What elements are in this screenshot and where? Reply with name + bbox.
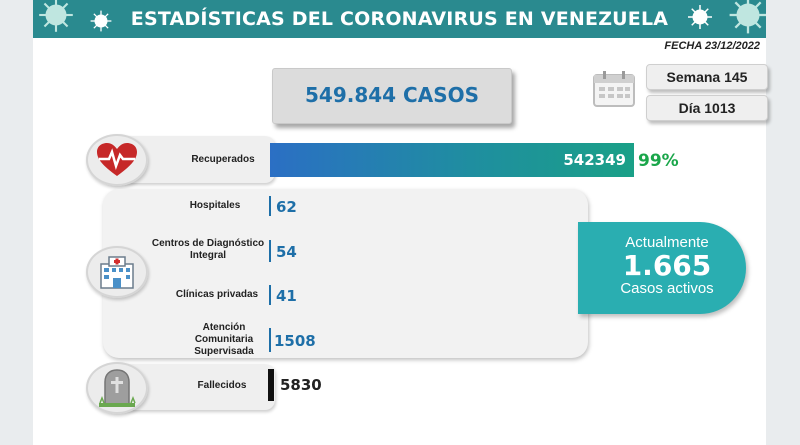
hospitals-label: Hospitales bbox=[189, 200, 241, 211]
page-title: ESTADÍSTICAS DEL CORONAVIRUS EN VENEZUEL… bbox=[130, 8, 669, 30]
hospitals-value: 62 bbox=[276, 198, 297, 216]
private-clinics-value: 41 bbox=[276, 287, 297, 305]
total-cases-value: 549.844 CASOS bbox=[304, 83, 480, 107]
week-badge: Semana 145 bbox=[646, 64, 768, 90]
deaths-icon-circle bbox=[86, 362, 148, 414]
active-cases-box: Actualmente 1.665 Casos activos bbox=[578, 222, 746, 314]
deaths-bar bbox=[268, 369, 274, 401]
header-banner: ESTADÍSTICAS DEL CORONAVIRUS EN VENEZUEL… bbox=[33, 0, 766, 38]
virus-icon bbox=[39, 0, 73, 32]
cdi-bar bbox=[269, 240, 271, 262]
hospitals-bar bbox=[269, 196, 271, 216]
virus-icon bbox=[90, 10, 112, 32]
virus-icon bbox=[688, 5, 712, 29]
gravestone-icon bbox=[99, 369, 136, 407]
day-badge: Día 1013 bbox=[646, 95, 768, 121]
active-cases-suffix: Casos activos bbox=[620, 280, 714, 297]
calendar-icon bbox=[593, 71, 635, 107]
hospital-building-icon bbox=[100, 256, 134, 289]
virus-icon bbox=[729, 0, 766, 34]
community-care-label: Atención Comunitaria Supervisada bbox=[194, 322, 254, 357]
recovered-bar: 542349 bbox=[270, 143, 634, 177]
recovered-value: 542349 bbox=[563, 151, 626, 169]
report-date: FECHA 23/12/2022 bbox=[664, 40, 760, 52]
cdi-label: Centros de Diagnóstico Integral bbox=[151, 238, 265, 261]
heart-pulse-icon bbox=[97, 143, 137, 176]
community-care-bar bbox=[269, 328, 271, 352]
active-cases-value: 1.665 bbox=[622, 249, 712, 282]
recovered-label: Recuperados bbox=[191, 154, 255, 165]
active-cases-prefix: Actualmente bbox=[625, 234, 709, 251]
recovered-percent: 99% bbox=[638, 151, 679, 171]
deaths-label: Fallecidos bbox=[197, 380, 247, 391]
community-care-value: 1508 bbox=[274, 332, 316, 350]
total-cases-box: 549.844 CASOS bbox=[272, 68, 512, 124]
private-clinics-label: Clínicas privadas bbox=[175, 289, 259, 300]
private-clinics-bar bbox=[269, 285, 271, 305]
active-breakdown-panel bbox=[103, 189, 588, 358]
hospital-icon-circle bbox=[86, 246, 148, 298]
recovered-icon-circle bbox=[86, 134, 148, 186]
deaths-value: 5830 bbox=[280, 376, 322, 394]
cdi-value: 54 bbox=[276, 243, 297, 261]
